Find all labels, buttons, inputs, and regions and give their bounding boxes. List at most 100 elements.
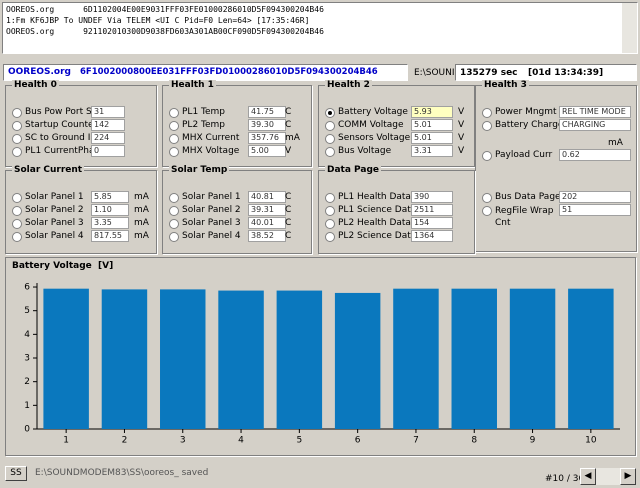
- log-scrollbar[interactable]: [622, 3, 637, 53]
- radio-button[interactable]: [325, 121, 335, 131]
- radio-button[interactable]: [325, 108, 335, 118]
- radio-button[interactable]: [325, 134, 335, 144]
- page-scroll[interactable]: [596, 468, 620, 485]
- value-field: 1364: [411, 230, 453, 242]
- value-field: 224: [91, 132, 125, 144]
- unit-label: mA: [285, 133, 300, 143]
- value-field: 1.10: [91, 204, 129, 216]
- group-box: Health 3 Power Mngmt REL TIME MODE Battery …: [475, 80, 637, 252]
- value-field: 5.93: [411, 106, 453, 118]
- uptime: [01d 13:34:39]: [528, 68, 604, 78]
- unit-label: C: [285, 218, 292, 228]
- group-box: Solar Temp Solar Panel 1 40.81 C Solar Panel…: [162, 165, 312, 254]
- site: OOREOS.org: [8, 67, 71, 77]
- log-line: OOREOS.org 921102010300D9038FD603A301AB0…: [6, 27, 324, 36]
- value-field: 5.00: [248, 145, 286, 157]
- unit-label: C: [285, 192, 292, 202]
- radio-button[interactable]: [325, 193, 335, 203]
- chart-panel: Battery Voltage [V]: [5, 257, 636, 456]
- field-label: Startup Counter: [25, 120, 98, 130]
- value-field: 357.76: [248, 132, 286, 144]
- radio-button[interactable]: [12, 147, 22, 157]
- seconds: 135279 sec: [460, 68, 518, 78]
- value-field: 41.75: [248, 106, 286, 118]
- field-label: Battery Charge: [495, 120, 564, 130]
- value-field: 154: [411, 217, 453, 229]
- group-title: Solar Temp: [169, 165, 230, 175]
- field-label: PL1 Science Data: [338, 205, 417, 215]
- next-button[interactable]: ▶: [620, 468, 636, 485]
- radio-button[interactable]: [325, 232, 335, 242]
- radio-button[interactable]: [482, 151, 492, 161]
- radio-button[interactable]: [169, 121, 179, 131]
- unit-label: C: [285, 107, 292, 117]
- field-label: Solar Panel 1: [182, 192, 241, 202]
- group-title: Health 3: [482, 80, 529, 90]
- field-label: SC to Ground ID: [25, 133, 98, 143]
- value-field: 39.30: [248, 119, 286, 131]
- radio-button[interactable]: [325, 219, 335, 229]
- field-label: Solar Panel 2: [182, 205, 241, 215]
- radio-button[interactable]: [169, 232, 179, 242]
- radio-button[interactable]: [169, 108, 179, 118]
- field-label: PL2 Science Data: [338, 231, 417, 241]
- path: E:\SOUNI: [414, 68, 455, 78]
- radio-button[interactable]: [169, 206, 179, 216]
- value-field: 817.55: [91, 230, 129, 242]
- radio-button[interactable]: [12, 121, 22, 131]
- prev-button[interactable]: ◀: [580, 468, 596, 485]
- field-label: Battery Voltage: [338, 107, 408, 117]
- value-field: 38.52: [248, 230, 286, 242]
- field-label: RegFile Wrap Cnt: [495, 206, 554, 228]
- chart-title: Battery Voltage [V]: [12, 261, 114, 271]
- radio-button[interactable]: [169, 134, 179, 144]
- field-label: Bus Voltage: [338, 146, 392, 156]
- unit-label: V: [458, 120, 465, 130]
- log-line: OOREOS.org 6D1102004E00E9031FFF03FE01000…: [6, 5, 324, 14]
- radio-button[interactable]: [482, 121, 492, 131]
- radio-button[interactable]: [12, 219, 22, 229]
- field-label: PL1 Health Data: [338, 192, 411, 202]
- group-title: Solar Current: [12, 165, 85, 175]
- group-box: Health 2 Battery Voltage 5.93 V COMM Voltage…: [318, 80, 475, 167]
- unit-label: mA: [134, 205, 149, 215]
- radio-button[interactable]: [12, 232, 22, 242]
- radio-button[interactable]: [169, 219, 179, 229]
- value-field: 3.35: [91, 217, 129, 229]
- radio-button[interactable]: [325, 206, 335, 216]
- radio-button[interactable]: [482, 193, 492, 203]
- saved-status: E:\SOUNDMODEM83\SS\ooreos_ saved: [35, 468, 209, 478]
- ss-button[interactable]: SS: [5, 466, 27, 481]
- field-label: Solar Panel 3: [182, 218, 241, 228]
- field-label: Solar Panel 3: [25, 218, 84, 228]
- unit-label: mA: [608, 138, 623, 148]
- radio-button[interactable]: [12, 108, 22, 118]
- radio-button[interactable]: [12, 134, 22, 144]
- value-field: 0.62: [559, 149, 631, 161]
- log-line: 1:Fm KF6JBP To UNDEF Via TELEM <UI C Pid…: [6, 16, 310, 25]
- time-box: [455, 64, 637, 81]
- field-label: Solar Panel 2: [25, 205, 84, 215]
- group-title: Health 2: [325, 80, 372, 90]
- radio-button[interactable]: [169, 193, 179, 203]
- radio-button[interactable]: [169, 147, 179, 157]
- log-box: [2, 2, 638, 54]
- value-field: 3.31: [411, 145, 453, 157]
- unit-label: mA: [134, 192, 149, 202]
- radio-button[interactable]: [325, 147, 335, 157]
- radio-button[interactable]: [12, 206, 22, 216]
- radio-button[interactable]: [482, 108, 492, 118]
- packet: 6F1002000800EE031FFF03FD01000286010D5F09…: [80, 67, 378, 77]
- field-label: PL1 Temp: [182, 107, 226, 117]
- group-box: Data Page PL1 Health Data 390 PL1 Science D…: [318, 165, 475, 254]
- value-field: 51: [559, 204, 631, 216]
- page-counter: #10 / 36: [545, 474, 585, 484]
- field-label: Sensors Voltage: [338, 133, 411, 143]
- unit-label: V: [285, 146, 292, 156]
- radio-button[interactable]: [482, 206, 492, 216]
- value-field: 40.01: [248, 217, 286, 229]
- group-box: Health 1 PL1 Temp 41.75 C PL2 Temp 39.30 C MHX …: [162, 80, 312, 167]
- field-label: PL2 Health Data: [338, 218, 411, 228]
- value-field: 390: [411, 191, 453, 203]
- radio-button[interactable]: [12, 193, 22, 203]
